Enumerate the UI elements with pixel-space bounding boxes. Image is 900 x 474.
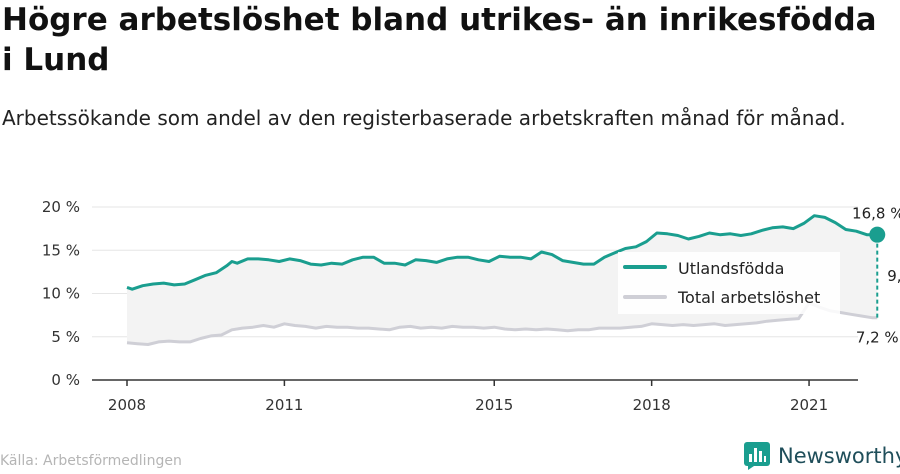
- end-label-total: 7,2 %: [856, 329, 899, 347]
- end-point-utlandsfodda: [869, 226, 886, 243]
- y-tick-label: 5 %: [51, 328, 80, 346]
- y-tick-label: 10 %: [42, 285, 80, 303]
- legend-background: [618, 252, 840, 314]
- series-line-total: [126, 301, 878, 346]
- chart-subtitle: Arbetssökande som andel av den registerb…: [2, 106, 846, 130]
- brand-logo: Newsworthy: [744, 440, 900, 472]
- newsworthy-icon: [744, 442, 770, 470]
- x-tick-label: 2015: [475, 396, 513, 414]
- y-tick-label: 0 %: [51, 371, 80, 389]
- y-axis: 0 % 5 % 10 % 15 % 20 %: [42, 198, 80, 389]
- y-tick-label: 20 %: [42, 198, 80, 216]
- source-credit: Källa: Arbetsförmedlingen: [0, 453, 182, 469]
- chart-title: Högre arbetslöshet bland utrikes- än inr…: [2, 2, 877, 78]
- end-label-utlandsfodda: 16,8 %: [852, 205, 900, 223]
- end-markers: 16,8 % 9,6 % 7,2 %: [852, 205, 900, 347]
- x-tick-label: 2011: [265, 396, 303, 414]
- legend: Utlandsfödda Total arbetslöshet: [618, 252, 840, 314]
- series-line-utlandsfodda: [126, 214, 878, 291]
- y-tick-label: 15 %: [42, 241, 80, 259]
- brand-name: Newsworthy: [778, 444, 900, 468]
- x-tick-label: 2008: [108, 396, 146, 414]
- series-lines: [126, 214, 878, 346]
- x-tick-label: 2021: [790, 396, 828, 414]
- legend-label-total: Total arbetslöshet: [677, 288, 820, 307]
- x-axis: 2008 2011 2015 2018 2021: [92, 379, 858, 414]
- legend-label-utlandsfodda: Utlandsfödda: [678, 259, 784, 278]
- difference-label: 9,6 %: [887, 267, 900, 285]
- x-tick-label: 2018: [633, 396, 671, 414]
